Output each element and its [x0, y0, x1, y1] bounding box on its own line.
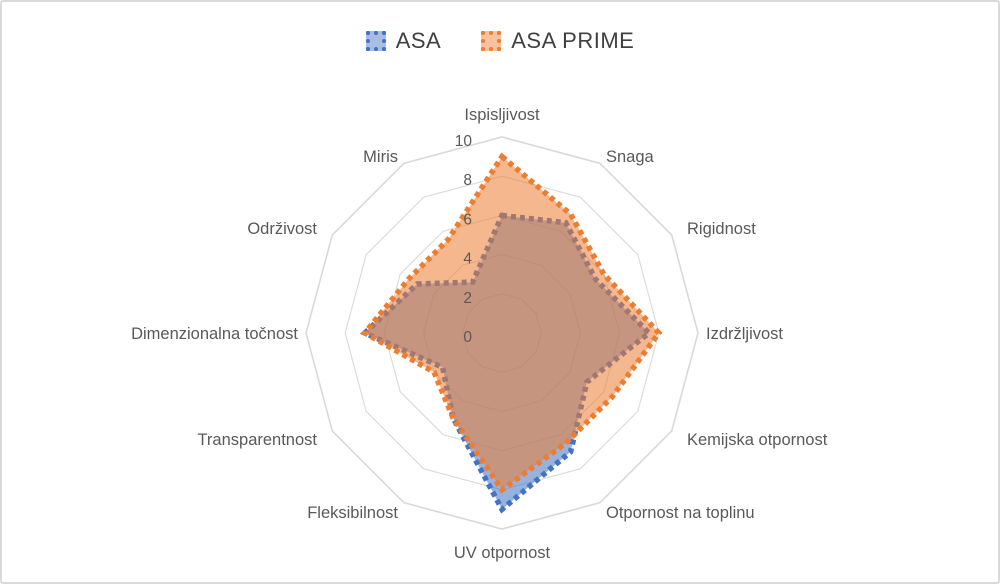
category-label-8: Transparentnost [197, 431, 317, 449]
asa-series-swatch-icon [365, 31, 386, 51]
category-label-1: Snaga [606, 148, 655, 166]
category-label-11: Miris [363, 148, 398, 166]
category-label-4: Kemijska otpornost [687, 431, 828, 449]
legend-label-asa: ASA [395, 28, 442, 53]
axis-tick-2: 2 [463, 290, 472, 307]
category-label-2: Rigidnost [687, 220, 756, 238]
axis-tick-0: 0 [463, 329, 472, 346]
category-label-7: Fleksibilnost [307, 504, 398, 522]
category-label-6: UV otpornost [454, 544, 551, 562]
category-label-5: Otpornost na toplinu [606, 504, 755, 522]
axis-tick-8: 8 [463, 172, 472, 189]
legend-label-asa-prime: ASA PRIME [511, 28, 635, 53]
category-label-10: Održivost [247, 220, 317, 238]
category-label-0: Ispisljivost [464, 106, 540, 124]
chart-legend: ASA ASA PRIME [2, 28, 998, 54]
series-polygon-asa-prime [360, 152, 663, 494]
axis-tick-4: 4 [463, 251, 472, 268]
category-label-3: Izdržljivost [706, 325, 783, 343]
grid-ring-10 [305, 136, 699, 530]
asa-prime-series-swatch-icon [481, 31, 502, 51]
legend-item-asa: ASA [365, 28, 442, 54]
axis-tick-10: 10 [455, 133, 473, 150]
axis-tick-6: 6 [463, 211, 472, 228]
category-label-9: Dimenzionalna točnost [131, 325, 298, 343]
legend-item-asa-prime: ASA PRIME [481, 28, 634, 54]
